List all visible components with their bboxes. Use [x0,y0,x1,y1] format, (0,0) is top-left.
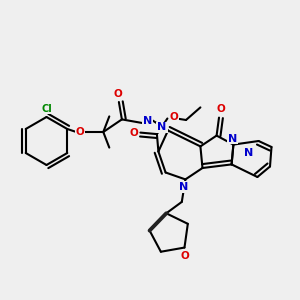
Text: O: O [129,128,138,138]
Text: N: N [158,122,166,133]
Text: O: O [169,112,178,122]
Text: O: O [181,251,189,261]
Text: Cl: Cl [41,103,52,114]
Text: O: O [76,127,84,137]
Text: O: O [216,104,225,114]
Text: N: N [179,182,188,192]
Text: N: N [228,134,237,144]
Text: N: N [244,148,253,158]
Text: N: N [143,116,152,126]
Text: O: O [114,88,123,99]
